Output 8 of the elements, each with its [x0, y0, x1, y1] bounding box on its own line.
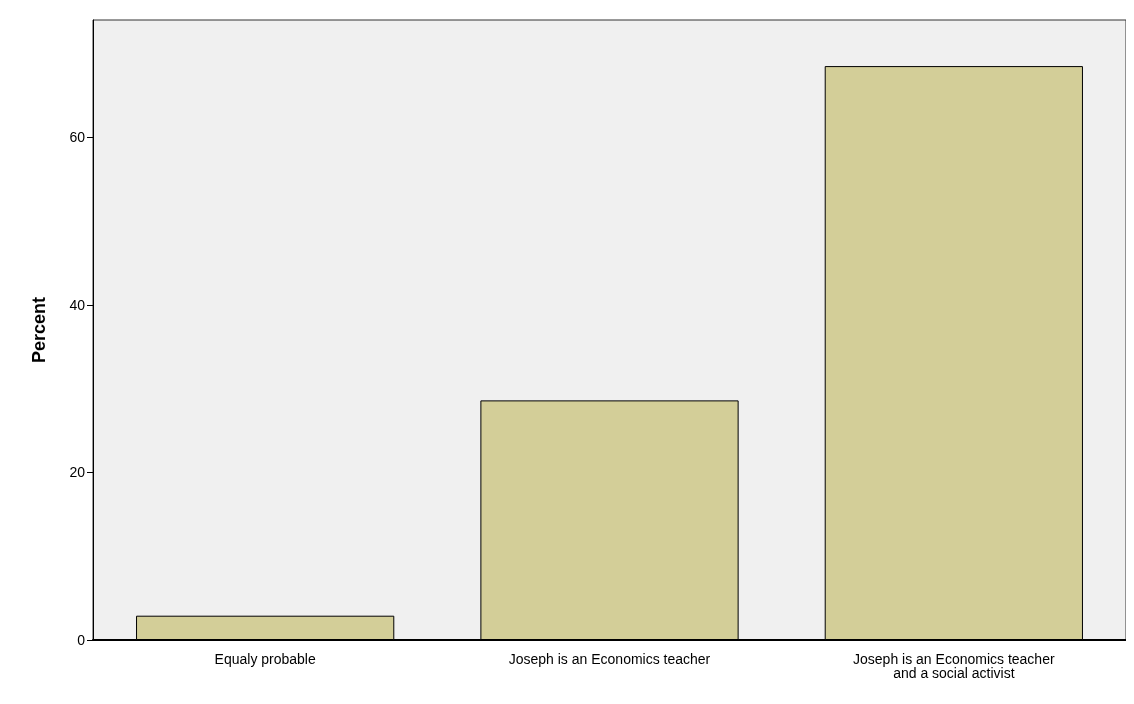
y-tick-label: 60 — [69, 129, 86, 146]
x-tick-label: Joseph is an Economics teacher — [508, 651, 711, 667]
y-tick-label: 20 — [69, 464, 86, 481]
y-tick-label: 0 — [77, 632, 86, 648]
x-tick-label: Equaly probable — [214, 651, 316, 667]
x-tick-label: Joseph is an Economics teacher and a social activist — [853, 651, 1055, 681]
y-axis-title: Percent — [29, 296, 49, 364]
y-tick-label: 40 — [69, 296, 86, 313]
